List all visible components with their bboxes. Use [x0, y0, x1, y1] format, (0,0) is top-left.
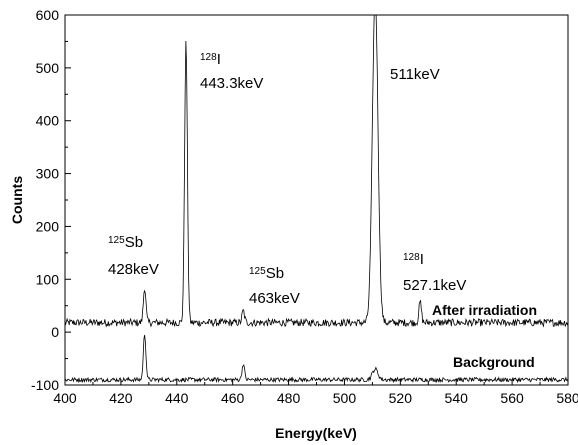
y-axis-ticks: -100 0 100 200 300 400 500 600 — [31, 7, 71, 393]
y-axis-title: Counts — [9, 176, 25, 224]
series-group — [65, 15, 568, 384]
x-tick-label: 400 — [53, 390, 77, 406]
x-tick-label: 480 — [277, 390, 301, 406]
y-tick-label: 300 — [36, 166, 60, 182]
annotation-sb125-463: 125Sb — [249, 265, 284, 282]
series-label-background: Background — [453, 354, 535, 370]
x-tick-label: 500 — [333, 390, 357, 406]
x-tick-label: 560 — [500, 390, 524, 406]
y-tick-label: 200 — [36, 218, 60, 234]
annotation-i128-443-energy: 443.3keV — [200, 75, 263, 92]
annotation-i128-527: 128I — [403, 251, 424, 268]
series-label-after-irradiation: After irradiation — [432, 302, 537, 318]
series-line-1 — [65, 334, 568, 384]
x-axis-title: Energy(keV) — [275, 425, 357, 441]
y-tick-label: -100 — [31, 377, 59, 393]
y-tick-label: 400 — [36, 113, 60, 129]
annotation-511-energy: 511keV — [390, 66, 440, 83]
x-tick-label: 520 — [389, 390, 413, 406]
annotation-sb125-463-energy: 463keV — [249, 290, 300, 307]
x-tick-label: 460 — [221, 390, 245, 406]
x-tick-label: 580 — [556, 390, 578, 406]
y-tick-label: 500 — [36, 60, 60, 76]
x-tick-label: 420 — [109, 390, 133, 406]
y-tick-label: 0 — [51, 324, 59, 340]
series-line-0 — [65, 15, 568, 328]
x-tick-label: 440 — [165, 390, 189, 406]
annotation-i128-527-energy: 527.1keV — [403, 277, 466, 294]
x-axis-ticks: 400 420 440 460 480 500 520 540 560 580 — [53, 379, 578, 406]
plot-frame — [64, 14, 569, 386]
y-tick-label: 600 — [36, 7, 60, 23]
annotation-i128-443: 128I — [200, 51, 221, 68]
annotation-sb125-428: 125Sb — [108, 234, 143, 251]
x-tick-label: 540 — [445, 390, 469, 406]
y-tick-label: 100 — [36, 271, 60, 287]
annotation-sb125-428-energy: 428keV — [108, 261, 159, 278]
